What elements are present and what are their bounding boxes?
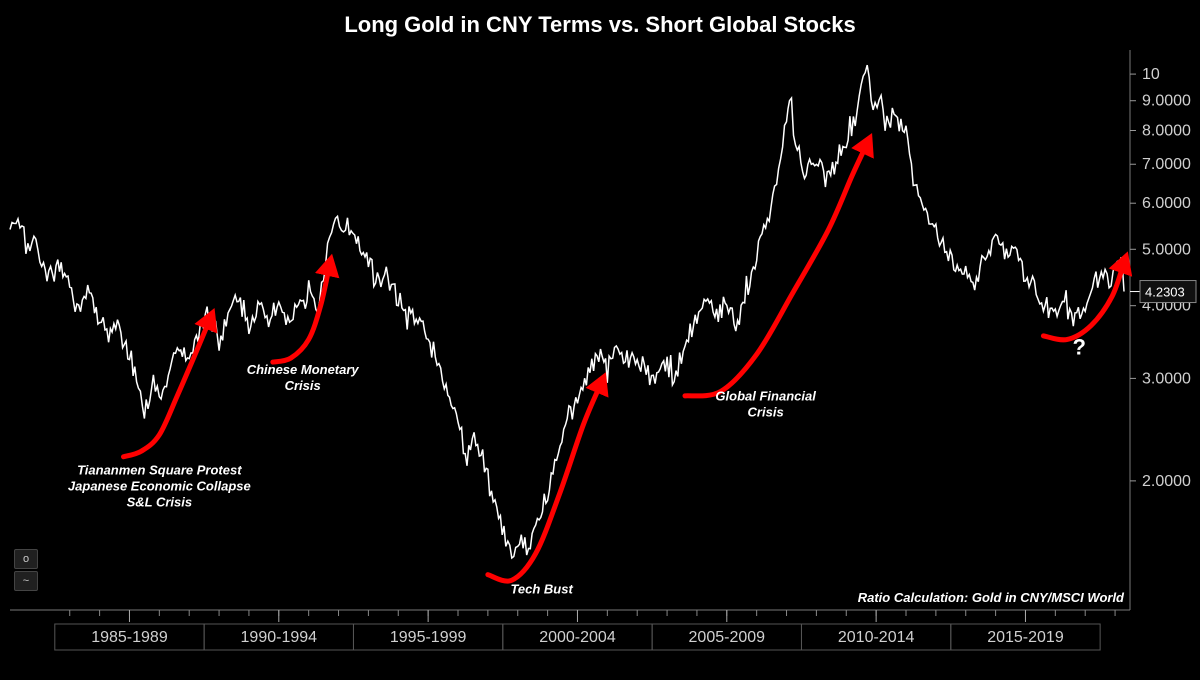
- x-tick-label: 2005-2009: [689, 629, 766, 646]
- x-tick-label: 1990-1994: [241, 629, 318, 646]
- y-tick-label: 10: [1142, 66, 1160, 83]
- chart-svg: 109.00008.00007.00006.00005.00004.00003.…: [0, 0, 1200, 680]
- x-tick-label: 1985-1989: [91, 629, 168, 646]
- annotation-tiananmen-line2: S&L Crisis: [127, 495, 193, 510]
- circle-icon: o: [23, 553, 29, 565]
- wave-icon: ~: [23, 575, 29, 587]
- annotation-tiananmen-line0: Tiananmen Square Protest: [77, 463, 242, 478]
- arrow-chinese-monetary: [273, 265, 330, 362]
- last-value-label: 4.2303: [1145, 285, 1185, 300]
- chart-container: Long Gold in CNY Terms vs. Short Global …: [0, 0, 1200, 680]
- annotation-tiananmen-line1: Japanese Economic Collapse: [68, 479, 251, 494]
- y-tick-label: 6.0000: [1142, 195, 1191, 212]
- annotation-tech-bust: Tech Bust: [510, 582, 573, 597]
- x-tick-label: 1995-1999: [390, 629, 467, 646]
- y-tick-label: 7.0000: [1142, 156, 1191, 173]
- annotation-question-mark: ?: [1073, 334, 1086, 359]
- arrow-tech-bust: [488, 383, 601, 581]
- arrow-question: [1043, 262, 1124, 340]
- y-tick-label: 3.0000: [1142, 370, 1191, 387]
- arrow-gfc: [685, 143, 867, 395]
- y-tick-label: 8.0000: [1142, 122, 1191, 139]
- chart-type-button[interactable]: ~: [14, 571, 38, 591]
- annotation-chinese-monetary-line0: Chinese Monetary: [247, 362, 360, 377]
- y-tick-label: 2.0000: [1142, 473, 1191, 490]
- y-tick-label: 5.0000: [1142, 241, 1191, 258]
- annotation-chinese-monetary-line1: Crisis: [285, 378, 321, 393]
- x-tick-label: 2010-2014: [838, 629, 915, 646]
- chart-title: Long Gold in CNY Terms vs. Short Global …: [0, 12, 1200, 38]
- annotation-gfc-line0: Global Financial: [715, 388, 816, 403]
- zoom-button[interactable]: o: [14, 549, 38, 569]
- footer-note: Ratio Calculation: Gold in CNY/MSCI Worl…: [858, 590, 1125, 605]
- x-tick-label: 2000-2004: [539, 629, 616, 646]
- y-tick-label: 9.0000: [1142, 93, 1191, 110]
- annotation-gfc-line1: Crisis: [748, 404, 784, 419]
- x-tick-label: 2015-2019: [987, 629, 1064, 646]
